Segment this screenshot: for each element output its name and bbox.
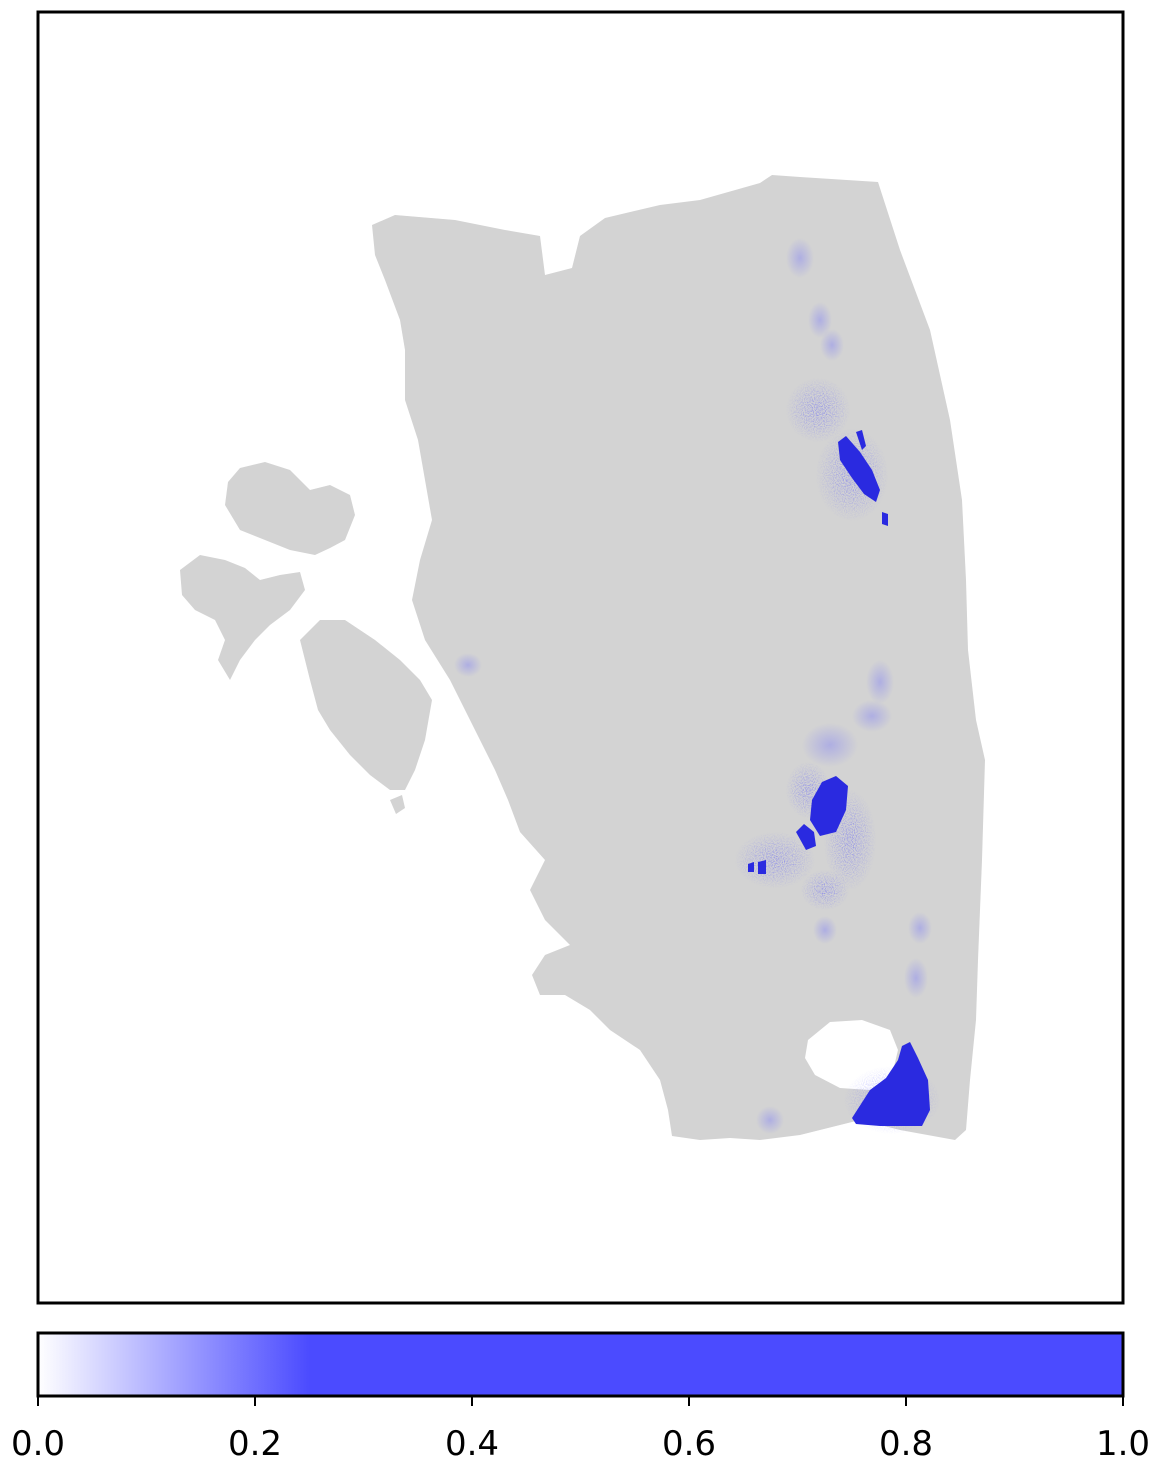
heat-strong-layer [748,430,930,1126]
tissue-fragment-left [180,555,305,680]
heat-core [748,862,754,872]
colorbar-tick-label: 0.2 [228,1424,282,1464]
heat-core [856,430,866,450]
heat-spot [756,1106,784,1134]
heat-core [882,512,888,526]
colorbar: 0.0 0.2 0.4 0.6 0.8 1.0 [11,1331,1150,1464]
colorbar-tick-label: 0.0 [11,1424,65,1464]
heat-spot [801,870,849,910]
colorbar-tick-label: 1.0 [1096,1424,1150,1464]
heatmap-axes [36,10,1125,1305]
heat-spot [908,912,932,944]
colorbar-ticks: 0.0 0.2 0.4 0.6 0.8 1.0 [11,1396,1150,1464]
heat-core [796,824,816,850]
heat-spot [820,329,844,361]
heat-spot [786,378,850,442]
heat-spot [866,660,894,704]
colorbar-frame [36,1331,1125,1398]
colorbar-tick-label: 0.6 [662,1424,716,1464]
heat-spot [813,916,837,944]
heat-spot [802,723,858,767]
heat-spot [904,958,928,998]
heat-spot [852,700,892,732]
heat-spot [454,653,482,677]
colorbar-tick-label: 0.4 [445,1424,499,1464]
heat-core [852,1042,930,1126]
heat-spot [808,302,832,338]
heat-faint-layer [454,238,932,1134]
heatmap-frame [36,10,1125,1305]
tissue-fragment-top-left [225,462,355,555]
tissue-fragment-bottom-left [300,620,432,790]
heat-core [810,776,848,836]
colorbar-tick-label: 0.8 [879,1424,933,1464]
heat-spot [786,238,814,278]
heat-spot [735,832,815,888]
heat-core [838,436,880,502]
colorbar-fill [38,1333,1123,1396]
heat-core [758,860,766,874]
tissue-fragment-dot [390,795,405,814]
